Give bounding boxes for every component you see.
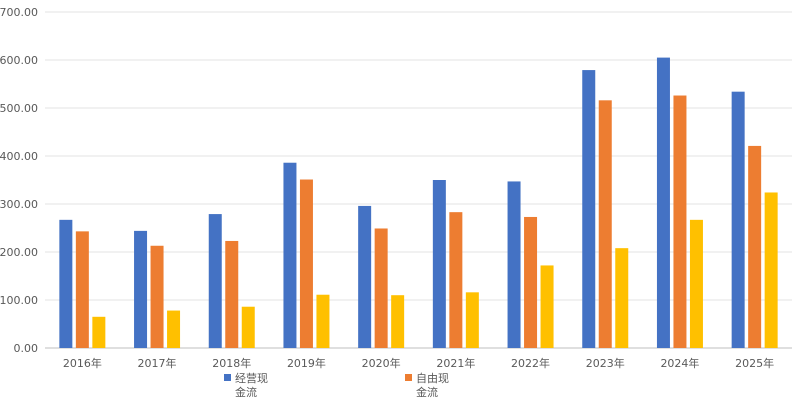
bar-series-2-3 [316,294,330,348]
bar-series-0-2 [208,214,222,348]
bar-series-2-9 [764,192,778,348]
bar-series-0-3 [283,162,297,348]
y-tick-label: 400.00 [0,150,38,163]
y-tick-label: 300.00 [0,198,38,211]
bar-series-2-0 [92,316,106,348]
y-tick-label: 0.00 [14,342,39,355]
bar-series-1-1 [150,245,164,348]
y-tick-label: 600.00 [0,54,38,67]
bar-series-0-1 [134,230,148,348]
bar-series-2-6 [540,265,554,348]
bar-series-1-3 [299,179,313,348]
bar-series-1-6 [524,216,538,348]
bar-series-2-8 [689,219,703,348]
legend-label-line2: 金流 [235,385,257,399]
x-tick-label: 2016年 [63,356,102,370]
y-axis-tick-labels: 0.00 100.00 200.00 300.00 400.00 500.00 600.00… [0,6,38,355]
legend-swatch [224,374,231,381]
bar-series-0-0 [59,219,73,348]
x-tick-label: 2024年 [660,356,699,370]
watermark-logo-icon: ❀ [540,367,558,392]
bar-series-1-0 [75,231,89,348]
bar-series-1-2 [225,240,239,348]
legend-label-line2: 金流 [416,385,438,399]
watermark-text: 雪球：躺红利摊转债 [568,367,748,391]
legend-swatch [405,374,412,381]
legend-label: 自由现 [416,371,449,385]
y-tick-label: 500.00 [0,102,38,115]
x-tick-label: 2021年 [436,356,475,370]
bar-series-2-2 [241,306,255,348]
y-tick-label: 700.00 [0,6,38,19]
bars [59,57,778,349]
grid-lines [45,11,792,349]
bar-series-2-4 [391,295,405,348]
watermark: ❀ 雪球：躺红利摊转债 [540,367,748,392]
bar-series-0-6 [507,181,521,348]
bar-series-0-9 [731,91,745,349]
bar-series-2-5 [465,292,479,348]
bar-series-0-5 [432,180,446,348]
x-tick-label: 2023年 [586,356,625,370]
bar-series-1-9 [748,145,762,348]
bar-series-1-8 [673,95,687,349]
bar-series-1-7 [598,100,612,348]
bar-series-2-1 [167,310,181,348]
bar-series-2-7 [615,248,629,348]
bar-series-0-4 [358,205,372,348]
x-tick-label: 2025年 [735,356,774,370]
bar-series-0-7 [582,70,596,348]
y-tick-label: 100.00 [0,294,38,307]
x-tick-label: 2020年 [362,356,401,370]
y-tick-label: 200.00 [0,246,38,259]
x-tick-label: 2017年 [138,356,177,370]
bar-series-1-4 [374,228,388,348]
legend-label: 经营现 [235,371,268,385]
x-tick-label: 2018年 [212,356,251,370]
x-axis-tick-labels: 2016年 2017年 2018年 2019年 2020年 2021年 2022年 2023年… [63,356,774,370]
bar-series-1-5 [449,212,463,348]
x-tick-label: 2022年 [511,356,550,370]
x-tick-label: 2019年 [287,356,326,370]
bar-series-0-8 [656,57,670,348]
